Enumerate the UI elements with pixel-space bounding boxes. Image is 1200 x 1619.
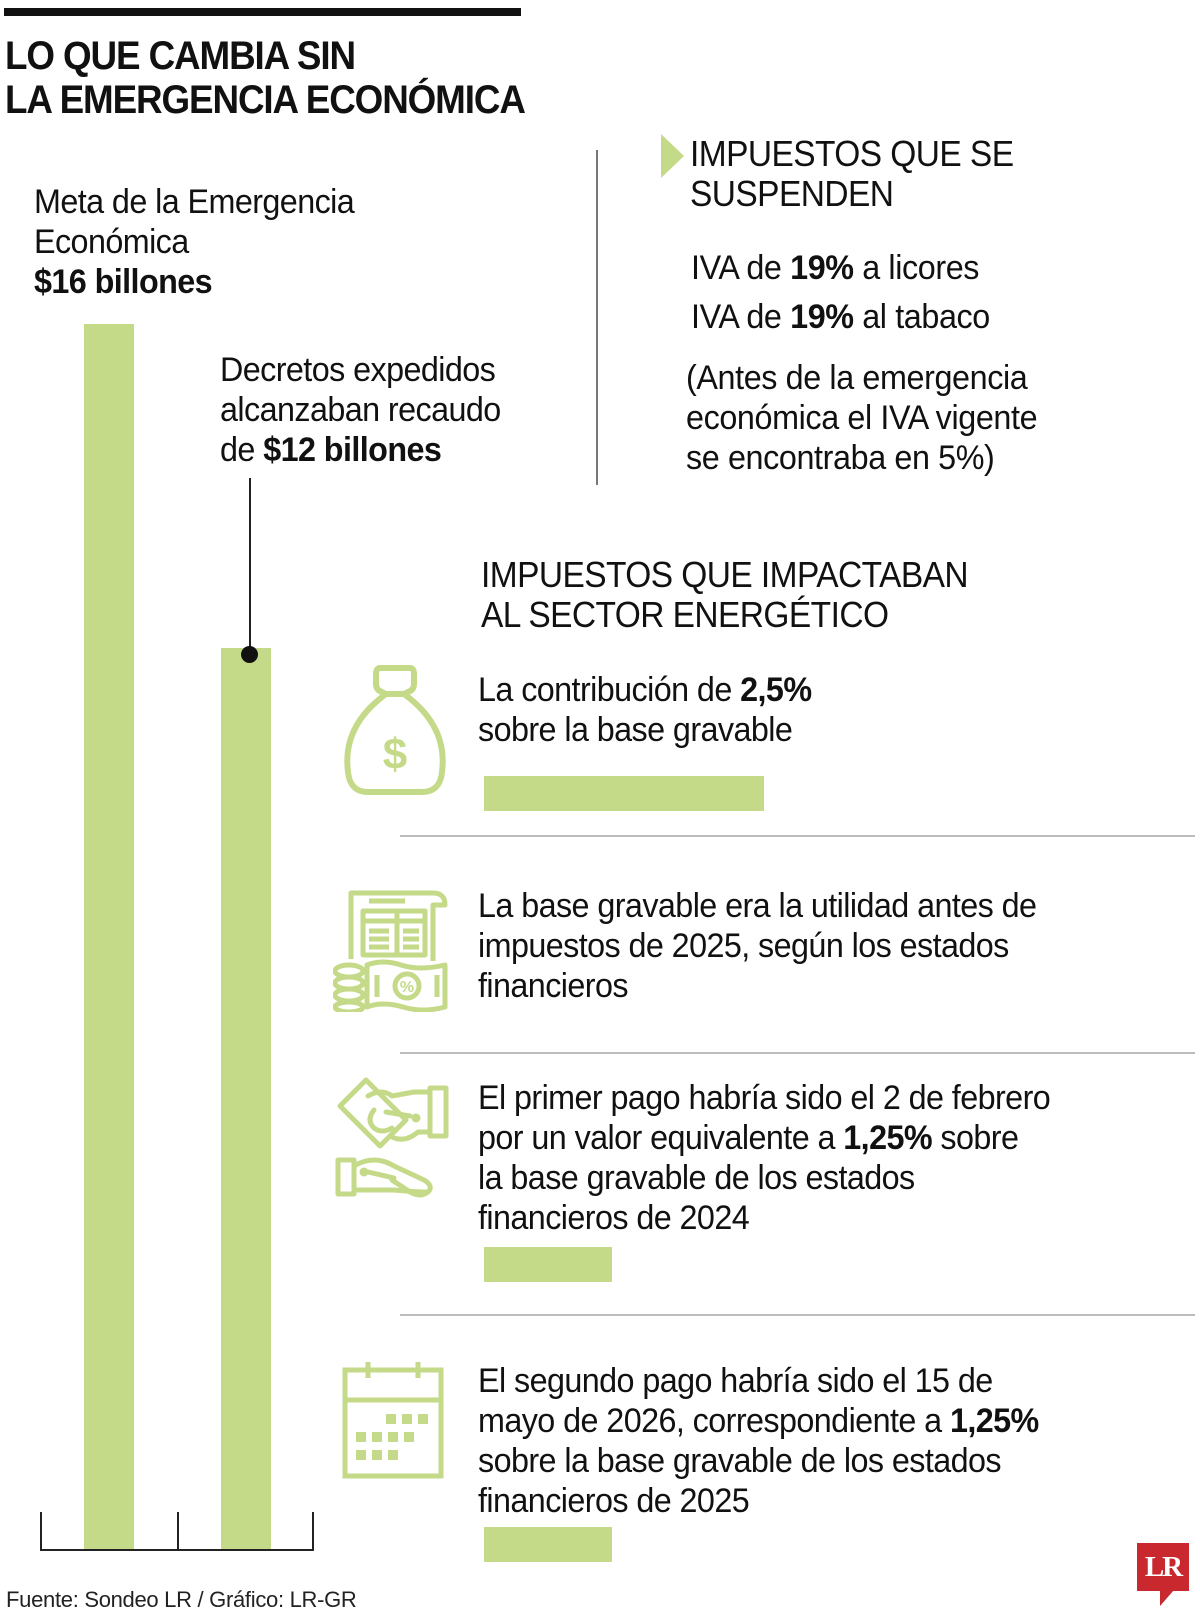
row-text: impuestos de 2025, según los estados	[478, 927, 1009, 965]
leader-dot	[241, 646, 258, 663]
row-text: sobre la base gravable	[478, 711, 793, 749]
suspended-heading-line-2: SUSPENDEN	[690, 173, 894, 214]
item-suffix: al tabaco	[853, 298, 990, 336]
row-text: sobre	[932, 1119, 1019, 1157]
decretos-prefix: de	[220, 431, 264, 469]
vertical-divider	[596, 150, 598, 485]
decretos-line-2: alcanzaban recaudo	[220, 391, 501, 429]
row-text: La contribución de	[478, 671, 741, 709]
title-line-2: LA EMERGENCIA ECONÓMICA	[5, 78, 526, 122]
energy-heading-line-1: IMPUESTOS QUE IMPACTABAN	[481, 554, 969, 595]
top-rule	[4, 8, 521, 16]
bar-contribucion-2-5	[484, 776, 764, 811]
page-title: LO QUE CAMBIA SIN LA EMERGENCIA ECONÓMIC…	[5, 34, 526, 122]
suspended-heading: IMPUESTOS QUE SE SUSPENDEN	[690, 133, 1014, 214]
separator	[400, 1314, 1195, 1316]
item-suffix: a licores	[853, 249, 980, 287]
separator	[400, 1052, 1195, 1054]
row-text: por un valor equivalente a	[478, 1119, 844, 1157]
money-bag-icon: $	[344, 665, 446, 795]
meta-line-1: Meta de la Emergencia	[34, 183, 355, 221]
calendar-icon	[342, 1362, 444, 1479]
row-bold-value: 1,25%	[843, 1119, 933, 1157]
suspended-note: (Antes de la emergencia económica el IVA…	[686, 358, 1038, 478]
meta-value: $16 billones	[34, 263, 213, 301]
decretos-label: Decretos expedidos alcanzaban recaudo de…	[220, 350, 501, 470]
suspended-heading-line-1: IMPUESTOS QUE SE	[690, 133, 1014, 174]
note-line-1: (Antes de la emergencia	[686, 359, 1028, 397]
row-text: la base gravable de los estados	[478, 1159, 915, 1197]
decretos-line-1: Decretos expedidos	[220, 351, 496, 389]
svg-text:$: $	[383, 730, 407, 779]
row-text: financieros	[478, 967, 629, 1005]
energy-heading-line-2: AL SECTOR ENERGÉTICO	[481, 594, 889, 635]
note-line-3: se encontraba en 5%)	[686, 439, 995, 477]
item-value: 19%	[790, 298, 854, 336]
bar-meta-16-billones	[84, 324, 134, 1550]
energy-row-base-gravable: La base gravable era la utilidad antes d…	[478, 886, 1037, 1006]
row-text: El primer pago habría sido el 2 de febre…	[478, 1079, 1051, 1117]
note-line-2: económica el IVA vigente	[686, 399, 1038, 437]
item-prefix: IVA de	[691, 298, 791, 336]
meta-line-2: Económica	[34, 223, 189, 261]
suspended-item: IVA de 19% al tabaco	[691, 297, 990, 337]
x-axis-tick	[40, 1512, 42, 1550]
item-value: 19%	[790, 249, 854, 287]
energy-heading: IMPUESTOS QUE IMPACTABAN AL SECTOR ENERG…	[481, 554, 969, 635]
hand-payment-icon	[335, 1077, 449, 1198]
item-prefix: IVA de	[691, 249, 791, 287]
triangle-bullet-icon	[661, 134, 684, 178]
energy-row-contribucion: La contribución de 2,5% sobre la base gr…	[478, 670, 812, 750]
energy-row-primer-pago: El primer pago habría sido el 2 de febre…	[478, 1078, 1051, 1238]
title-line-1: LO QUE CAMBIA SIN	[5, 34, 356, 78]
source-credit: Fuente: Sondeo LR / Gráfico: LR-GR	[6, 1587, 357, 1612]
leader-line	[249, 478, 251, 653]
decretos-value: $12 billones	[263, 431, 442, 469]
row-bold-value: 2,5%	[740, 671, 812, 709]
energy-row-segundo-pago: El segundo pago habría sido el 15 de may…	[478, 1361, 1039, 1521]
bar-segundo-pago-1-25	[484, 1527, 612, 1562]
separator	[400, 835, 1195, 837]
bar-decretos-12-billones	[221, 648, 271, 1550]
row-bold-value: 1,25%	[949, 1402, 1039, 1440]
lr-logo: LR	[1137, 1543, 1189, 1591]
row-text: sobre la base gravable de los estados	[478, 1442, 1002, 1480]
svg-text:%: %	[400, 979, 414, 996]
x-axis-tick	[177, 1512, 179, 1550]
bar-primer-pago-1-25	[484, 1247, 612, 1282]
row-text: La base gravable era la utilidad antes d…	[478, 887, 1037, 925]
row-text: financieros de 2024	[478, 1199, 750, 1237]
row-text: El segundo pago habría sido el 15 de	[478, 1362, 993, 1400]
row-text: mayo de 2026, correspondiente a	[478, 1402, 950, 1440]
financial-statement-icon: %	[333, 890, 448, 1012]
x-axis-tick	[312, 1512, 314, 1550]
suspended-item: IVA de 19% a licores	[691, 248, 979, 288]
row-text: financieros de 2025	[478, 1482, 750, 1520]
meta-label: Meta de la Emergencia Económica $16 bill…	[34, 182, 355, 302]
lr-logo-tail	[1160, 1590, 1174, 1606]
